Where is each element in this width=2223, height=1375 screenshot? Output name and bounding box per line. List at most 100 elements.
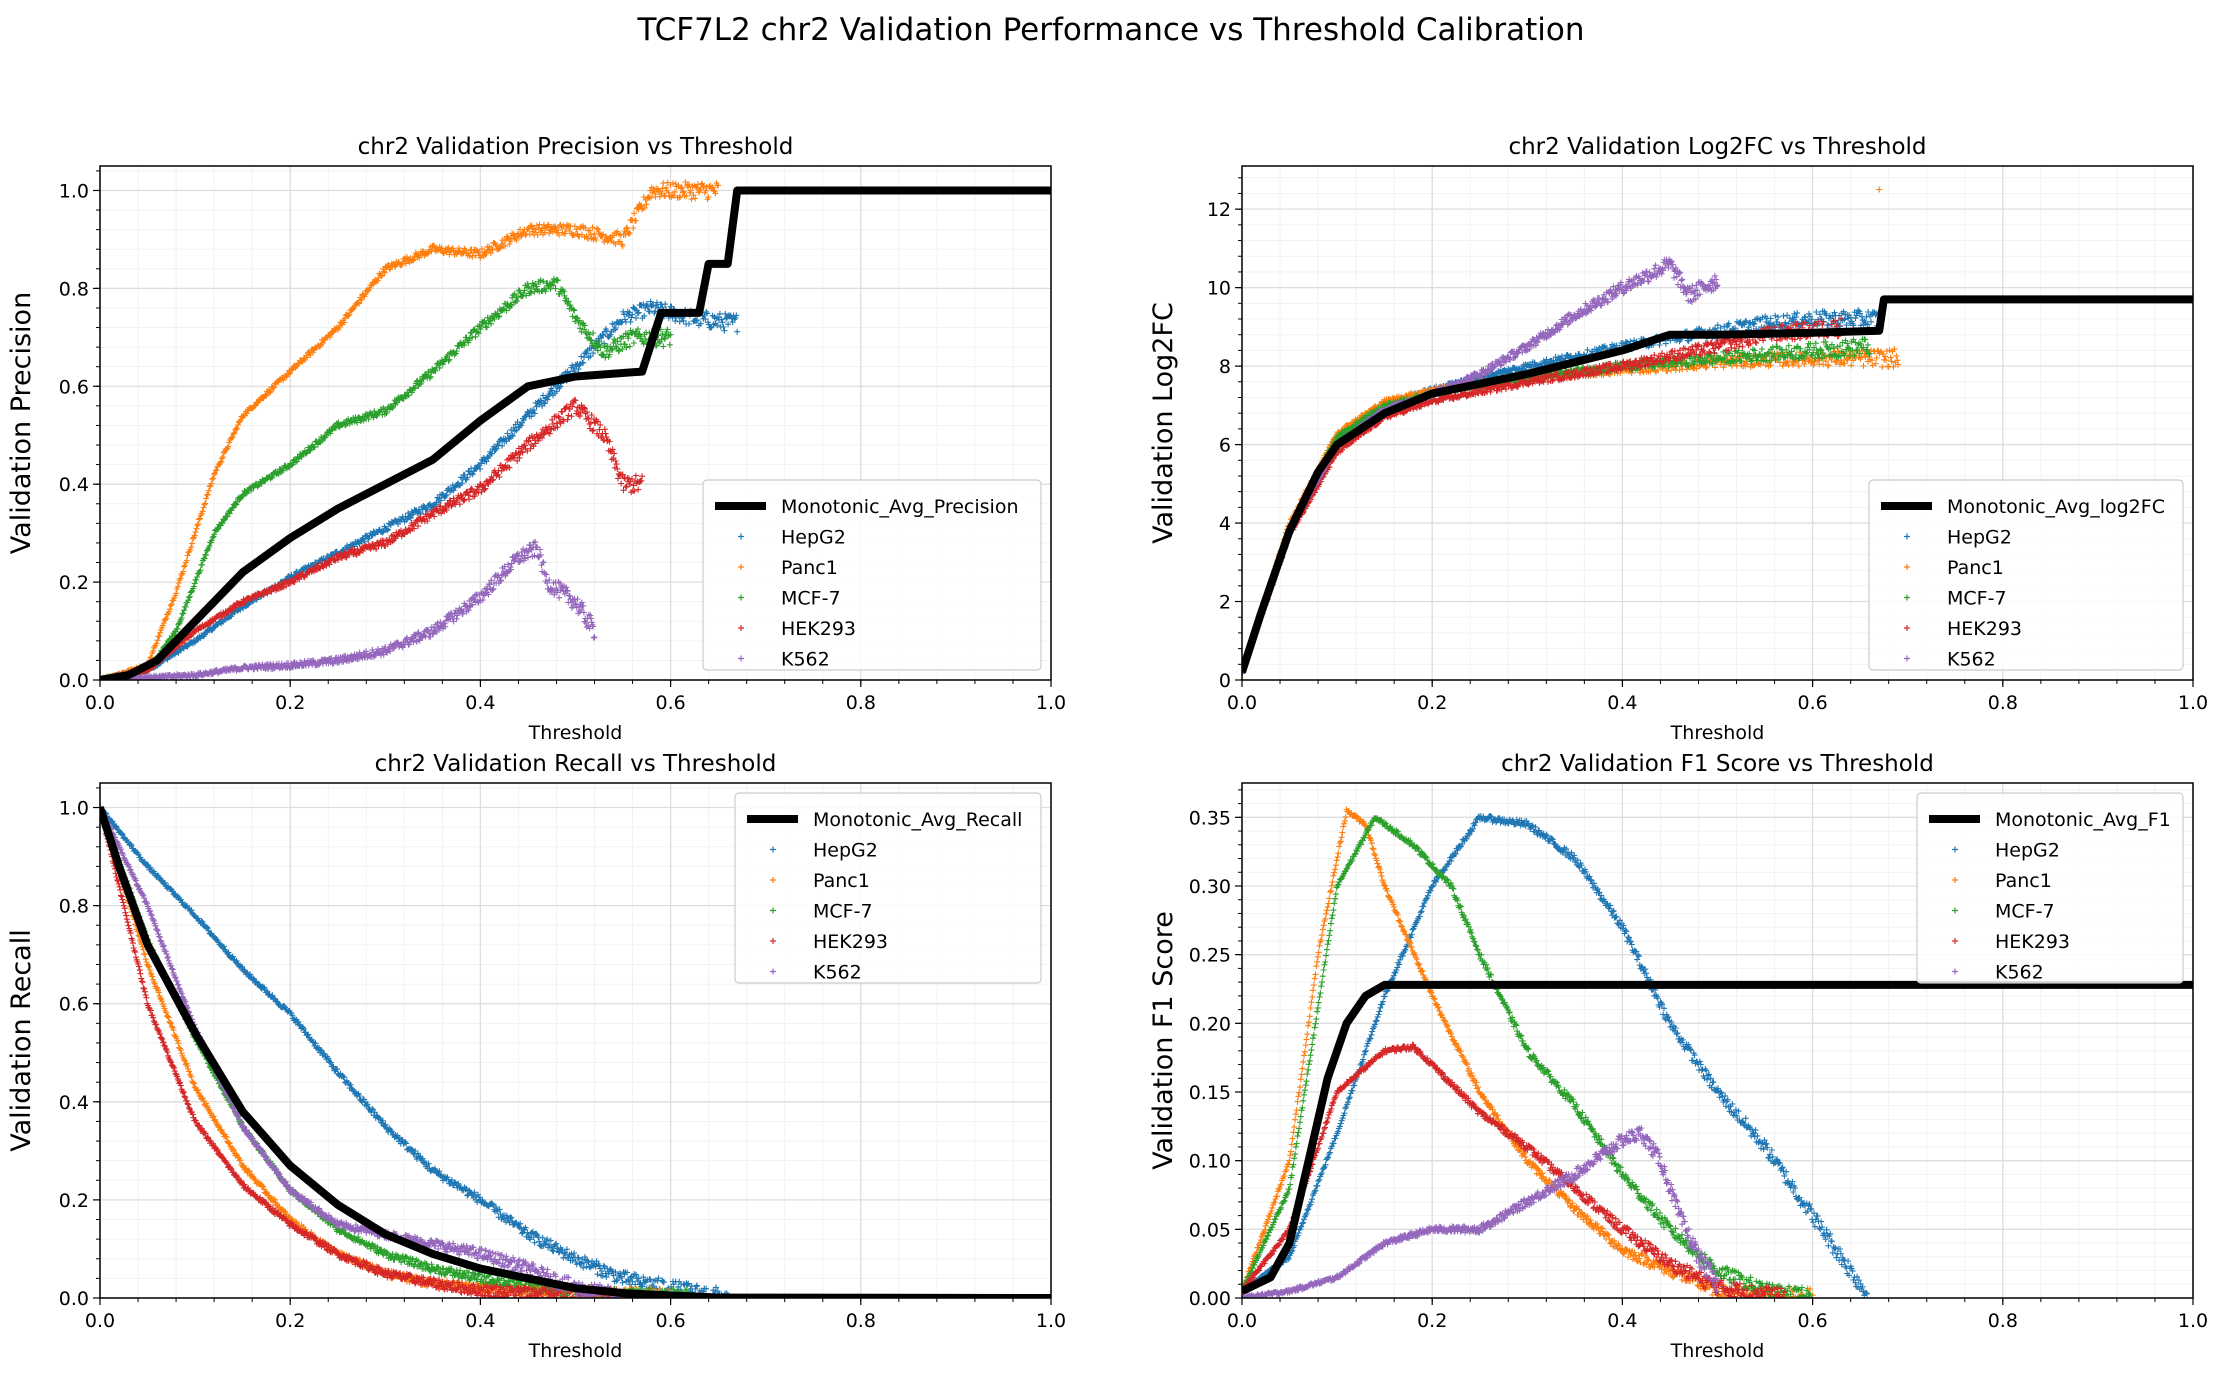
legend-label: HEK293 bbox=[781, 618, 856, 640]
legend-label: MCF-7 bbox=[1995, 901, 2055, 923]
y-tick-label: 4 bbox=[1219, 513, 1231, 535]
legend-label: MCF-7 bbox=[813, 901, 873, 923]
legend: Monotonic_Avg_log2FC HepG2 Panc1 MCF-7 HEK29… bbox=[1868, 479, 2184, 671]
series-k562 bbox=[100, 538, 598, 680]
y-axis-label: Validation Recall bbox=[6, 929, 37, 1151]
ticks: 0.0 0.2 0.4 0.6 0.8 1.0 0.0 0.2 0.4 0.6 0.8 1.0 bbox=[59, 787, 1066, 1332]
legend-label: K562 bbox=[781, 649, 830, 671]
legend-label: HepG2 bbox=[781, 527, 846, 549]
legend-marker-mcf7 bbox=[738, 594, 744, 601]
y-tick-label: 0.20 bbox=[1189, 1013, 1231, 1035]
y-tick-label: 0 bbox=[1219, 670, 1231, 692]
x-tick-label: 0.6 bbox=[655, 1310, 685, 1332]
legend-label: HepG2 bbox=[1995, 840, 2060, 862]
legend-label: K562 bbox=[1995, 962, 2044, 984]
y-tick-label: 12 bbox=[1207, 199, 1231, 221]
axes-frame bbox=[99, 165, 1052, 681]
x-tick-label: 0.8 bbox=[1988, 692, 2018, 714]
axes-frame bbox=[1241, 782, 2194, 1299]
y-tick-label: 0.25 bbox=[1189, 945, 1231, 967]
x-tick-label: 0.6 bbox=[1797, 1310, 1827, 1332]
legend-label: Monotonic_Avg_F1 bbox=[1995, 809, 2171, 831]
legend-box bbox=[1916, 792, 2184, 984]
chart-title: chr2 Validation Log2FC vs Threshold bbox=[1508, 134, 1926, 160]
y-axis-label: Validation Log2FC bbox=[1148, 302, 1179, 544]
axes-frame bbox=[1241, 165, 2194, 681]
legend-label: MCF-7 bbox=[1947, 588, 2007, 610]
legend-label: HEK293 bbox=[1995, 931, 2070, 953]
series-hek293 bbox=[1242, 315, 1845, 675]
y-tick-label: 0.4 bbox=[59, 474, 89, 496]
outlier-point bbox=[1876, 186, 1883, 193]
ticks: 0.0 0.2 0.4 0.6 0.8 1.0 0.0 0.2 0.4 0.6 0.8 1.0 bbox=[59, 170, 1066, 714]
legend-label: K562 bbox=[813, 962, 862, 984]
legend-marker-k562 bbox=[738, 655, 744, 662]
x-tick-label: 0.2 bbox=[1417, 692, 1447, 714]
plot-area bbox=[100, 803, 1051, 1298]
legend: Monotonic_Avg_Precision HepG2 Panc1 MCF-7 HE… bbox=[702, 479, 1042, 671]
x-axis-label: Threshold bbox=[1670, 722, 1765, 744]
y-tick-label: 0.15 bbox=[1189, 1082, 1231, 1104]
figure-title: TCF7L2 chr2 Validation Performance vs Th… bbox=[636, 12, 1584, 48]
y-tick-label: 8 bbox=[1219, 356, 1231, 378]
y-tick-label: 0.8 bbox=[59, 278, 89, 300]
series-mcf7 bbox=[1242, 815, 1814, 1298]
legend-marker-hepg2 bbox=[738, 533, 744, 540]
legend-label: K562 bbox=[1947, 649, 1996, 671]
x-tick-label: 0.4 bbox=[465, 692, 495, 714]
legend-marker-mcf7 bbox=[1952, 907, 1958, 914]
legend-label: MCF-7 bbox=[781, 588, 841, 610]
x-tick-label: 1.0 bbox=[2178, 1310, 2208, 1332]
legend-marker-hepg2 bbox=[770, 846, 776, 853]
x-tick-label: 1.0 bbox=[1036, 1310, 1066, 1332]
x-tick-label: 0.0 bbox=[85, 692, 115, 714]
series-hepg2 bbox=[100, 803, 731, 1298]
chart-recall: 0.0 0.2 0.4 0.6 0.8 1.0 0.0 0.2 0.4 0.6 0.8 1.0 chr2… bbox=[6, 751, 1066, 1362]
x-tick-label: 0.0 bbox=[1227, 1310, 1257, 1332]
legend-marker-mcf7 bbox=[1904, 594, 1910, 601]
x-tick-label: 0.4 bbox=[465, 1310, 495, 1332]
legend-marker-hek293 bbox=[1904, 625, 1910, 631]
legend-label: HepG2 bbox=[1947, 527, 2012, 549]
y-tick-label: 0.2 bbox=[59, 1190, 89, 1212]
legend-label: Monotonic_Avg_Recall bbox=[813, 809, 1022, 831]
chart-f1: 0.0 0.2 0.4 0.6 0.8 1.0 0.00 0.05 0.10 0.15 0.20 0.… bbox=[1148, 751, 2208, 1362]
chart-title: chr2 Validation F1 Score vs Threshold bbox=[1501, 751, 1934, 777]
x-tick-label: 0.8 bbox=[846, 1310, 876, 1332]
x-tick-label: 0.6 bbox=[655, 692, 685, 714]
y-tick-label: 0.05 bbox=[1189, 1219, 1231, 1241]
legend: Monotonic_Avg_Recall HepG2 Panc1 MCF-7 HEK29… bbox=[734, 792, 1042, 984]
ticks: 0.0 0.2 0.4 0.6 0.8 1.0 0.00 0.05 0.10 0.15 0.20 0.… bbox=[1189, 789, 2208, 1332]
x-tick-label: 0.4 bbox=[1607, 692, 1637, 714]
y-tick-label: 0.0 bbox=[59, 670, 89, 692]
ticks: 0.0 0.2 0.4 0.6 0.8 1.0 0 2 4 6 8 10 12 bbox=[1207, 177, 2208, 714]
monotonic-line bbox=[1242, 295, 2193, 674]
y-tick-label: 0.6 bbox=[59, 376, 89, 398]
legend-marker-hepg2 bbox=[1952, 846, 1958, 853]
y-tick-label: 0.35 bbox=[1189, 807, 1231, 829]
chart-title: chr2 Validation Precision vs Threshold bbox=[358, 134, 794, 160]
x-tick-label: 1.0 bbox=[2178, 692, 2208, 714]
legend-box bbox=[702, 479, 1042, 671]
legend-box bbox=[1868, 479, 2184, 671]
y-tick-label: 0.00 bbox=[1189, 1288, 1231, 1310]
series-panc1 bbox=[100, 179, 722, 680]
x-tick-label: 0.6 bbox=[1797, 692, 1827, 714]
series-panc1 bbox=[1242, 806, 1816, 1298]
legend-marker-panc1 bbox=[738, 564, 744, 570]
legend: Monotonic_Avg_F1 HepG2 Panc1 MCF-7 HEK293 K56… bbox=[1916, 792, 2184, 984]
y-tick-label: 1.0 bbox=[59, 798, 89, 820]
legend-marker-panc1 bbox=[1904, 564, 1910, 570]
legend-label: Panc1 bbox=[1947, 557, 2004, 579]
legend-label: HepG2 bbox=[813, 840, 878, 862]
x-axis-label: Threshold bbox=[528, 722, 623, 744]
y-tick-label: 0.6 bbox=[59, 994, 89, 1016]
y-axis-label: Validation F1 Score bbox=[1148, 911, 1179, 1170]
major-grid bbox=[1241, 166, 2194, 681]
chart-log2fc: 0.0 0.2 0.4 0.6 0.8 1.0 0 2 4 6 8 10 12 chr2 Validati… bbox=[1148, 134, 2208, 744]
y-tick-label: 10 bbox=[1207, 278, 1231, 300]
legend-label: Panc1 bbox=[1995, 870, 2052, 892]
y-tick-label: 0.2 bbox=[59, 572, 89, 594]
x-axis-label: Threshold bbox=[1670, 1340, 1765, 1362]
